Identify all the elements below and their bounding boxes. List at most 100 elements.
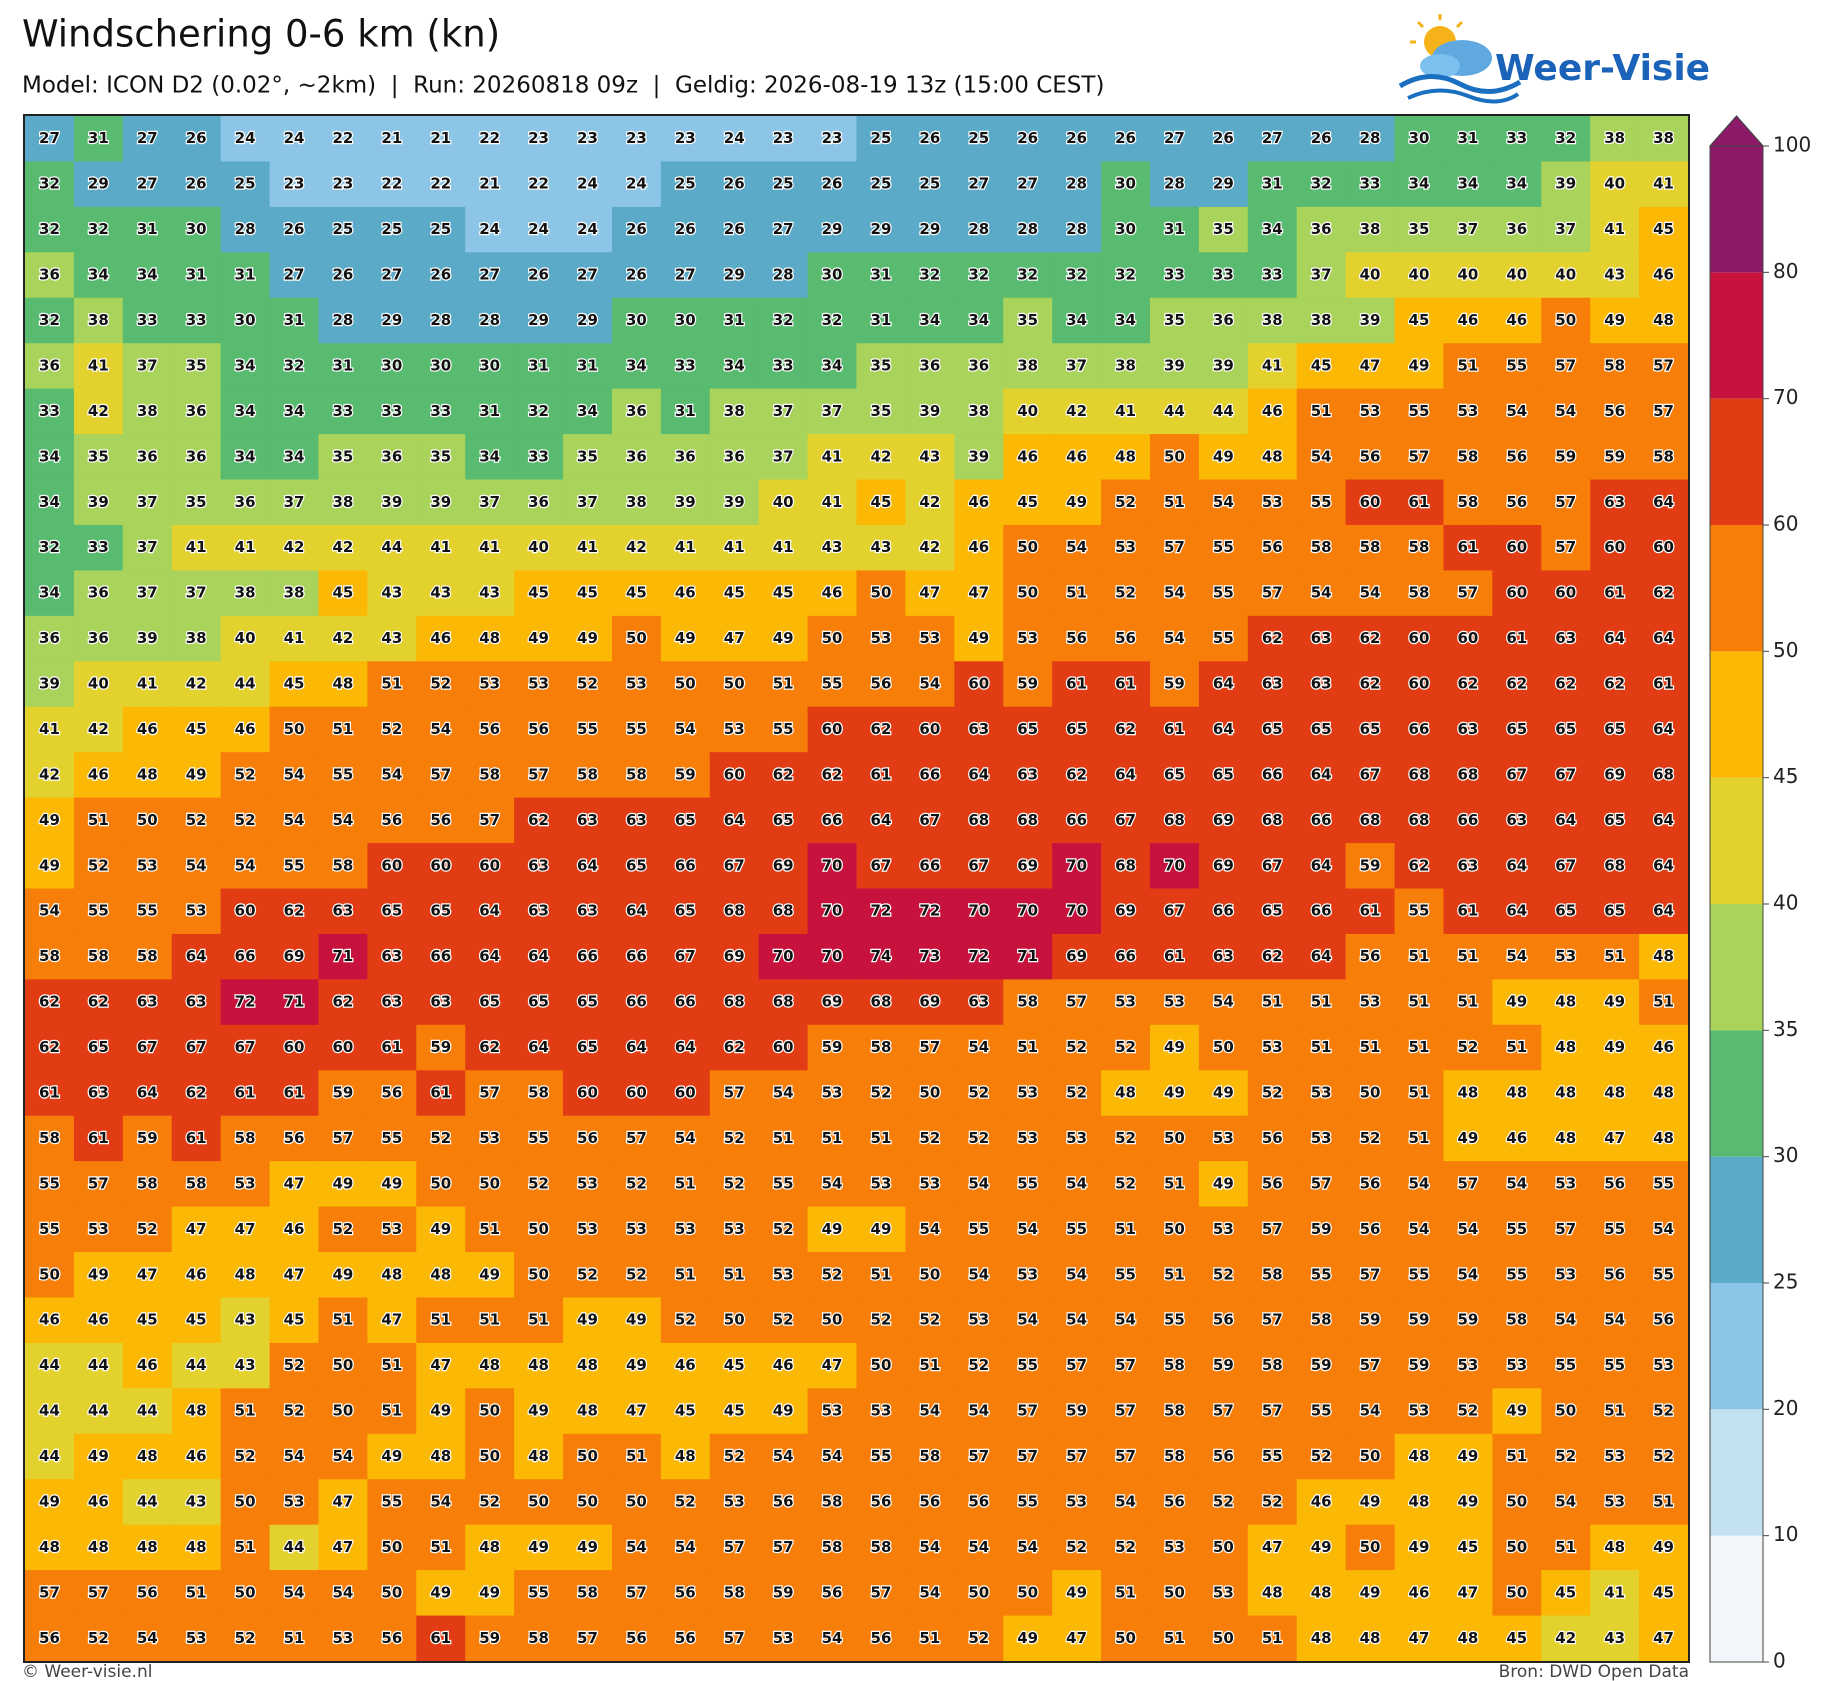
shear-cell	[758, 661, 809, 708]
cell-value: 41	[773, 538, 794, 556]
shear-cell	[220, 888, 271, 935]
cell-value: 58	[577, 1583, 598, 1601]
shear-cell	[563, 843, 613, 890]
cell-value: 23	[284, 175, 305, 193]
cell-value: 28	[1066, 175, 1087, 193]
shear-cell	[1101, 1388, 1151, 1435]
shear-cell	[1639, 1524, 1689, 1571]
cell-value: 50	[1213, 1629, 1234, 1647]
cell-value: 30	[430, 356, 451, 374]
cell-value: 32	[1066, 266, 1087, 284]
shear-cell	[1443, 252, 1493, 299]
cell-value: 48	[235, 1265, 256, 1283]
cell-value: 57	[626, 1129, 647, 1147]
shear-cell	[269, 752, 320, 799]
cell-value: 32	[39, 175, 60, 193]
shear-cell	[1198, 615, 1249, 662]
shear-cell	[220, 661, 271, 708]
shear-cell	[465, 1479, 515, 1526]
cell-value: 58	[1311, 1311, 1332, 1329]
cell-value: 49	[1604, 1038, 1625, 1056]
shear-cell	[856, 434, 907, 481]
shear-cell	[514, 1524, 564, 1571]
shear-cell	[1101, 1297, 1151, 1344]
shear-cell	[122, 843, 173, 890]
cell-value: 65	[1164, 765, 1185, 783]
shear-cell	[1639, 116, 1689, 163]
cell-value: 30	[381, 356, 402, 374]
shear-cell	[1590, 1206, 1640, 1253]
cell-value: 41	[1604, 220, 1625, 238]
shear-cell	[1149, 479, 1200, 526]
cell-value: 49	[479, 1583, 500, 1601]
cell-value: 51	[1360, 1038, 1381, 1056]
cell-value: 63	[1506, 811, 1527, 829]
shear-cell	[1541, 252, 1591, 299]
shear-cell	[171, 479, 222, 526]
cell-value: 31	[1457, 129, 1478, 147]
shear-cell	[465, 1342, 515, 1389]
cell-value: 52	[186, 811, 207, 829]
cell-value: 34	[39, 584, 60, 602]
shear-cell	[905, 706, 955, 753]
cell-value: 49	[528, 629, 549, 647]
shear-cell	[1149, 1615, 1200, 1662]
cell-value: 57	[479, 1083, 500, 1101]
shear-cell	[905, 479, 955, 526]
cell-value: 57	[1017, 1447, 1038, 1465]
cell-value: 61	[1604, 584, 1625, 602]
cell-value: 49	[1213, 447, 1234, 465]
cell-value: 56	[1360, 447, 1381, 465]
cell-value: 54	[919, 675, 940, 693]
shear-cell	[563, 1342, 613, 1389]
cell-value: 68	[1653, 765, 1674, 783]
cell-value: 42	[871, 447, 892, 465]
cell-value: 47	[626, 1402, 647, 1420]
cell-value: 64	[675, 1038, 696, 1056]
shear-cell	[73, 1024, 124, 1071]
shear-cell	[1296, 1206, 1347, 1253]
cell-value: 63	[1555, 629, 1576, 647]
shear-cell	[563, 979, 613, 1026]
shear-cell	[514, 116, 564, 163]
cell-value: 59	[1360, 856, 1381, 874]
shear-cell	[514, 1252, 564, 1299]
shear-cell	[1443, 570, 1493, 617]
cell-value: 53	[528, 675, 549, 693]
colorbar-outline	[1709, 115, 1764, 1663]
shear-cell	[758, 1024, 809, 1071]
cell-value: 30	[1115, 220, 1136, 238]
cell-value: 53	[235, 1174, 256, 1192]
cell-value: 49	[381, 1447, 402, 1465]
cell-value: 55	[1213, 538, 1234, 556]
cell-value: 56	[675, 1629, 696, 1647]
cell-value: 57	[724, 1629, 745, 1647]
cell-value: 51	[1164, 1174, 1185, 1192]
cell-value: 69	[1115, 902, 1136, 920]
shear-cell	[856, 1615, 907, 1662]
shear-cell	[1247, 1479, 1298, 1526]
shear-cell	[416, 752, 466, 799]
cell-value: 47	[1262, 1538, 1283, 1556]
shear-cell	[122, 343, 173, 390]
cell-value: 48	[1311, 1629, 1332, 1647]
shear-cell	[1590, 1615, 1640, 1662]
shear-cell	[171, 434, 222, 481]
cell-value: 60	[968, 675, 989, 693]
shear-cell	[416, 1615, 466, 1662]
shear-cell	[318, 1161, 368, 1208]
cell-value: 29	[871, 220, 892, 238]
cell-value: 62	[871, 720, 892, 738]
cell-value: 56	[919, 1492, 940, 1510]
shear-cell	[220, 570, 271, 617]
cell-value: 59	[773, 1583, 794, 1601]
cell-value: 51	[1164, 1629, 1185, 1647]
shear-cell	[954, 388, 1004, 435]
cell-value: 63	[577, 811, 598, 829]
shear-cell	[318, 388, 368, 435]
shear-cell	[1198, 979, 1249, 1026]
cell-value: 26	[1017, 129, 1038, 147]
cell-value: 54	[1457, 1265, 1478, 1283]
cell-value: 35	[186, 356, 207, 374]
shear-cell	[856, 1070, 907, 1117]
